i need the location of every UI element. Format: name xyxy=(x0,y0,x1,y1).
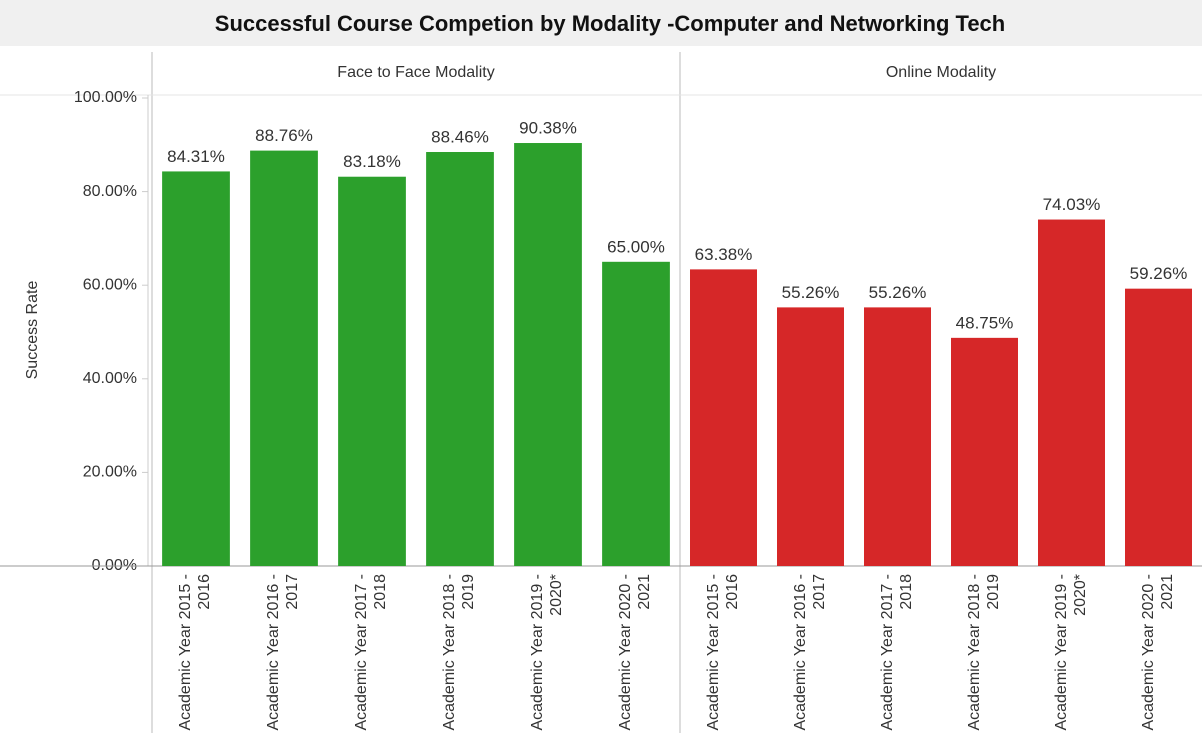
y-tick-label: 100.00% xyxy=(74,89,137,106)
x-tick-label: Academic Year 2019 - 2020* xyxy=(1052,574,1089,731)
y-axis-label: Success Rate xyxy=(24,281,41,380)
x-tick-label: Academic Year 2018 - 2019 xyxy=(441,574,477,731)
value-label: 48.75% xyxy=(956,313,1014,332)
x-tick-label: Academic Year 2016 - 2017 xyxy=(791,574,828,731)
y-tick-label: 40.00% xyxy=(83,370,137,387)
value-label: 55.26% xyxy=(782,283,840,302)
bar xyxy=(690,269,757,566)
value-label: 88.76% xyxy=(255,126,313,145)
value-label: 83.18% xyxy=(343,152,401,171)
y-tick-label: 60.00% xyxy=(83,276,137,293)
y-tick-label: 80.00% xyxy=(83,183,137,200)
value-label: 55.26% xyxy=(869,283,927,302)
value-label: 63.38% xyxy=(695,245,753,264)
x-tick-label: Academic Year 2020 - 2021 xyxy=(1139,574,1176,731)
bar xyxy=(602,261,670,566)
bar xyxy=(777,307,844,566)
x-tick-label: Academic Year 2015 - 2016 xyxy=(704,574,741,731)
x-tick-label: Academic Year 2017 - 2018 xyxy=(878,574,915,731)
x-tick-label: Academic Year 2017 - 2018 xyxy=(353,574,389,731)
bar xyxy=(250,150,318,566)
panel-header: Online Modality xyxy=(886,64,996,81)
y-tick-label: 20.00% xyxy=(83,464,137,481)
bar xyxy=(1125,288,1192,566)
bar xyxy=(864,307,931,566)
x-tick-label: Academic Year 2018 - 2019 xyxy=(965,574,1002,731)
panel-header: Face to Face Modality xyxy=(337,64,494,81)
bar xyxy=(338,176,406,567)
value-label: 90.38% xyxy=(519,119,577,138)
title-bar xyxy=(0,0,1202,46)
bar xyxy=(162,171,230,566)
value-label: 88.46% xyxy=(431,127,489,146)
x-tick-label: Academic Year 2019 - 2020* xyxy=(529,574,565,731)
value-label: 74.03% xyxy=(1043,195,1101,214)
chart-title: Successful Course Competion by Modality … xyxy=(215,11,1005,36)
bar xyxy=(426,152,494,566)
value-label: 65.00% xyxy=(607,237,665,256)
value-label: 84.31% xyxy=(167,147,225,166)
value-label: 59.26% xyxy=(1130,264,1188,283)
bar xyxy=(514,143,582,566)
x-tick-label: Academic Year 2020 - 2021 xyxy=(617,574,653,731)
bar xyxy=(1038,219,1105,566)
x-tick-label: Academic Year 2016 - 2017 xyxy=(265,574,301,731)
x-tick-label: Academic Year 2015 - 2016 xyxy=(177,574,213,731)
bar xyxy=(951,337,1018,566)
